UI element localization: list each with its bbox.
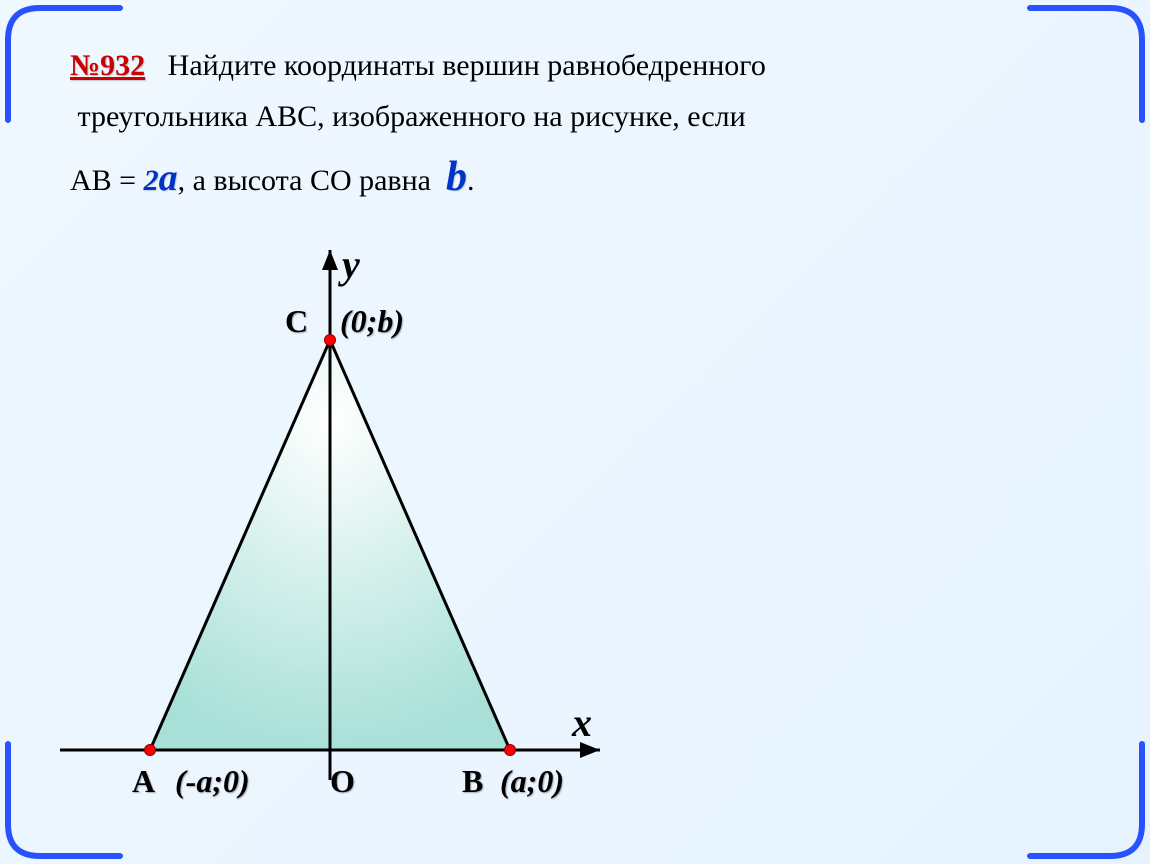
point-b-coord: (a;0) [500, 763, 564, 799]
y-axis-arrow [322, 250, 338, 270]
problem-line3-mid: , а высота СО равна [178, 164, 439, 197]
problem-statement: №932 Найдите координаты вершин равнобедр… [70, 40, 1080, 213]
problem-line2: треугольника АВС, изображенного на рисун… [78, 100, 746, 133]
var-2a-letter: а [159, 157, 178, 199]
problem-number: №932 [70, 49, 145, 82]
coordinate-diagram: x у А (-a;0) О В (a;0) С (0;b) [40, 220, 680, 820]
point-c-label: С [285, 303, 308, 339]
problem-line3-pre: АВ = [70, 164, 144, 197]
point-a-coord: (-a;0) [175, 763, 250, 799]
problem-line1: Найдите координаты вершин равнобедренног… [168, 49, 766, 82]
point-a-dot [145, 745, 156, 756]
slide-container: №932 Найдите координаты вершин равнобедр… [0, 0, 1150, 864]
x-axis-label: x [571, 700, 592, 745]
point-c-dot [325, 335, 336, 346]
point-a-label: А [132, 763, 155, 799]
problem-line3-end: . [467, 164, 475, 197]
var-b: b [446, 154, 467, 200]
point-c-coord: (0;b) [340, 303, 404, 339]
y-axis-label: у [338, 242, 360, 287]
origin-label: О [330, 763, 355, 799]
var-2a-num: 2 [144, 164, 159, 197]
point-b-dot [505, 745, 516, 756]
point-b-label: В [462, 763, 483, 799]
